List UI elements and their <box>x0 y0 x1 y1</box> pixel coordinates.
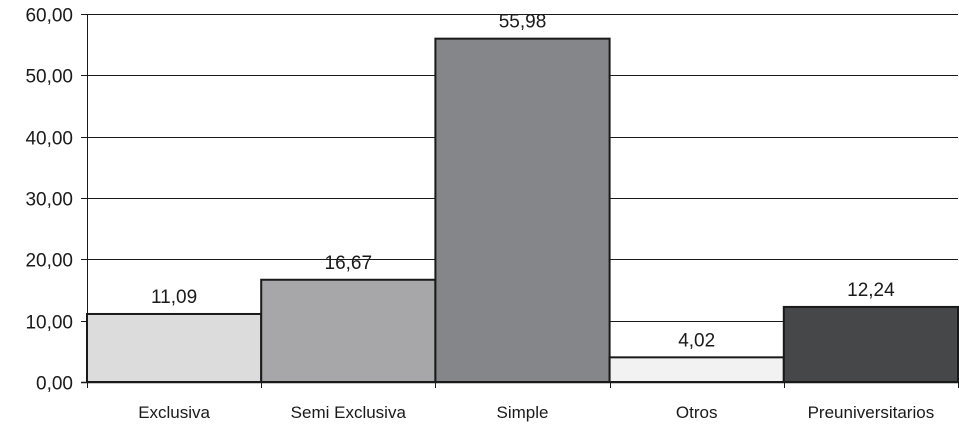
bar-semi-exclusiva <box>260 278 437 383</box>
data-label: 16,67 <box>325 253 373 274</box>
x-tick-label: Semi Exclusiva <box>291 403 407 422</box>
y-tick-label: 60,00 <box>25 6 73 27</box>
x-tick-label: Preuniversitarios <box>808 403 935 422</box>
data-label: 11,09 <box>151 287 197 308</box>
data-label: 4,02 <box>678 330 715 351</box>
x-tick-label: Exclusiva <box>138 403 210 422</box>
data-labels: 11,09 16,67 55,98 4,02 12,24 <box>151 12 895 352</box>
axes: 0,00 10,00 20,00 30,00 40,00 50,00 60,00 Exclus… <box>25 6 959 422</box>
y-tick-label: 50,00 <box>25 67 73 88</box>
bar-simple <box>434 37 611 383</box>
y-tick-label: 30,00 <box>25 190 73 211</box>
bar-otros <box>608 356 785 383</box>
y-tick-label: 0,00 <box>36 374 73 395</box>
y-tick-label: 20,00 <box>25 251 73 272</box>
data-label: 55,98 <box>499 12 547 33</box>
y-tick-label: 10,00 <box>25 313 73 334</box>
x-tick-label: Simple <box>497 403 549 422</box>
y-tick-label: 40,00 <box>25 129 73 150</box>
data-label: 12,24 <box>847 280 895 301</box>
bars <box>86 37 959 384</box>
x-tick-label: Otros <box>676 403 718 422</box>
bar-exclusiva <box>86 312 263 383</box>
bar-preuniversitarios <box>782 305 959 384</box>
